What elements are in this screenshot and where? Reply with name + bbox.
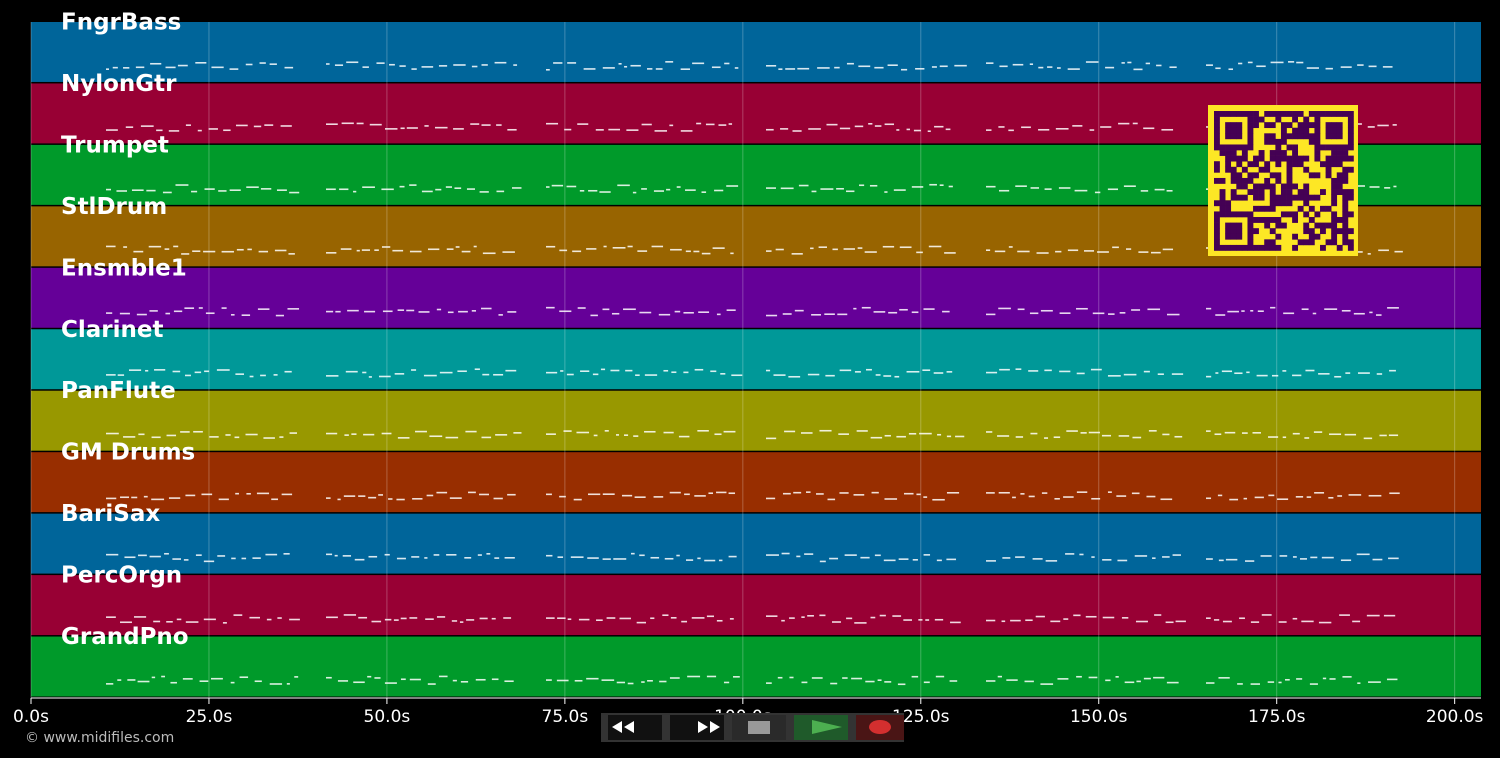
track-name: PanFlute [61,378,176,404]
track-name: PercOrgn [61,563,182,589]
track-name: FngrBass [61,10,181,36]
tick-label: 150.0s [1070,707,1128,727]
tick-label: 200.0s [1426,707,1484,727]
tick-label: 25.0s [186,707,233,727]
track-name: GM Drums [61,440,195,466]
track-name: Clarinet [61,317,163,343]
track-name: Ensmble1 [61,255,187,281]
tick-label: 175.0s [1248,707,1306,727]
track-row [31,390,1481,451]
controls [601,713,904,742]
track-name: StlDrum [61,194,167,220]
track-row [31,452,1481,513]
track-row [31,329,1481,390]
track-row [31,575,1481,636]
track-name: NylonGtr [61,71,177,97]
track-row [31,22,1481,82]
grid [30,22,1456,698]
copyright: © www.midifiles.com [25,730,174,746]
track-row [31,636,1481,697]
track-name: BariSax [61,501,160,527]
track-labels: FngrBass NylonGtr Trumpet StlDrum Ensmble1 Cl… [61,10,195,651]
tick-label: 125.0s [892,707,950,727]
qr-code [1208,105,1358,256]
notes [106,61,1403,686]
tick-label: 50.0s [364,707,411,727]
tick-label: 0.0s [13,707,49,727]
track-name: Trumpet [61,132,169,158]
track-name: GrandPno [61,624,189,650]
track-row [31,513,1481,574]
tick-label: 75.0s [542,707,589,727]
track-row [31,267,1481,328]
